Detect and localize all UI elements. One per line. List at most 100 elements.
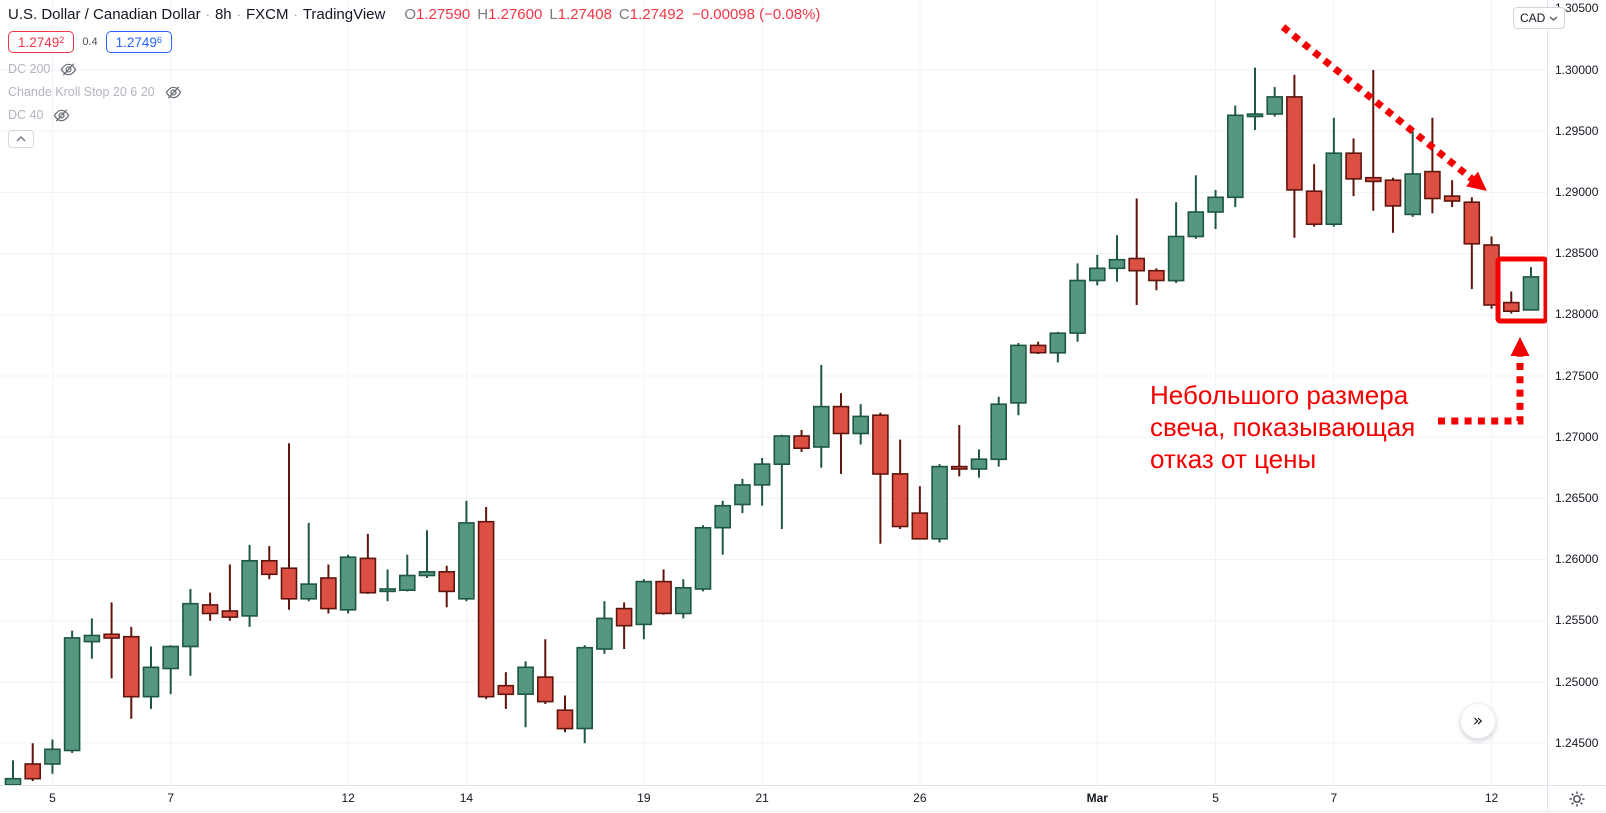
scroll-to-latest-button[interactable]: » (1460, 703, 1496, 739)
candle-body[interactable] (655, 580, 672, 615)
eye-off-icon[interactable] (165, 85, 182, 99)
candle-body[interactable] (1246, 113, 1264, 118)
candle-body[interactable] (182, 602, 199, 648)
candle-body[interactable] (24, 763, 42, 780)
eye-off-icon[interactable] (53, 108, 70, 122)
candle-body[interactable] (1128, 257, 1145, 272)
candle-body[interactable] (812, 405, 830, 448)
candle-body[interactable] (1522, 276, 1540, 311)
currency-dropdown[interactable]: CAD (1513, 7, 1566, 29)
candle-body[interactable] (1286, 96, 1303, 191)
candle-body[interactable] (714, 504, 732, 529)
candle-body[interactable] (477, 520, 495, 698)
candle-body[interactable] (1463, 201, 1481, 245)
candle-body[interactable] (694, 526, 712, 590)
indicator-legend-dc200[interactable]: DC 200 (8, 62, 77, 76)
candle-body[interactable] (379, 588, 396, 593)
pointer-dotted-arrow-drawing[interactable] (1438, 337, 1530, 425)
interval-label[interactable]: 8h (214, 6, 232, 23)
candle-body[interactable] (1365, 176, 1382, 183)
candle-body[interactable] (793, 435, 810, 449)
candle-body[interactable] (832, 405, 850, 435)
candle-body[interactable] (83, 634, 101, 643)
candle-body[interactable] (911, 512, 929, 540)
candle-body[interactable] (931, 465, 948, 540)
candle-body[interactable] (1325, 152, 1343, 225)
eye-off-icon[interactable] (60, 62, 77, 76)
candle-body[interactable] (103, 633, 120, 639)
symbol-title[interactable]: U.S. Dollar / Canadian Dollar (8, 6, 201, 23)
indicator-legend-dc40[interactable]: DC 40 (8, 108, 70, 122)
candle-body[interactable] (950, 465, 968, 470)
legend-collapse-button[interactable] (8, 130, 34, 148)
candle-body[interactable] (63, 637, 81, 752)
price-axis[interactable]: 1.30500 1.30000 1.29500 1.29000 1.28500 1.280… (1547, 0, 1606, 785)
candle-body[interactable] (1049, 332, 1067, 354)
candle-body[interactable] (1503, 301, 1520, 313)
candle-body[interactable] (1167, 235, 1185, 282)
annotation-text-drawing[interactable]: Небольшого размера свеча, показывающая о… (1150, 379, 1415, 475)
candle-body[interactable] (596, 617, 613, 650)
candle-body[interactable] (280, 567, 298, 600)
candle-body[interactable] (1029, 344, 1047, 354)
indicator-legend-chande-kroll[interactable]: Chande Kroll Stop 20 6 20 (8, 85, 182, 99)
downtrend-dotted-arrow-drawing[interactable] (1280, 24, 1487, 191)
candle-body[interactable] (536, 676, 554, 703)
gear-icon[interactable] (1569, 791, 1585, 807)
candle-body[interactable] (990, 403, 1008, 461)
candle-body[interactable] (1010, 344, 1027, 404)
candle-body[interactable] (221, 610, 239, 618)
candle-body[interactable] (1089, 267, 1106, 282)
candle-body[interactable] (320, 577, 337, 610)
candle-body[interactable] (300, 583, 318, 600)
sell-price-badge[interactable]: 1.2749 2 (8, 31, 75, 53)
candle-body[interactable] (576, 646, 594, 730)
candle-body[interactable] (260, 559, 278, 576)
candle-body[interactable] (615, 607, 633, 627)
candle-body[interactable] (359, 557, 377, 594)
candle-body[interactable] (1148, 269, 1165, 282)
platform-label[interactable]: TradingView (302, 6, 386, 23)
candle-body[interactable] (1187, 211, 1205, 238)
candle-body[interactable] (635, 580, 653, 626)
candle-body[interactable] (1424, 170, 1441, 200)
candles-series[interactable] (4, 67, 1540, 790)
candle-body[interactable] (4, 777, 22, 786)
highlight-box-drawing[interactable] (1495, 256, 1549, 324)
candle-body[interactable] (458, 522, 475, 600)
time-axis[interactable]: 5 7 12 14 19 21 26 Mar 5 7 12 (0, 785, 1547, 811)
candle-body[interactable] (438, 570, 456, 593)
candle-body[interactable] (753, 463, 771, 486)
candle-body[interactable] (1207, 196, 1224, 213)
candle-body[interactable] (556, 709, 574, 730)
candle-body[interactable] (734, 484, 751, 506)
candle-body[interactable] (852, 415, 870, 435)
candle-body[interactable] (162, 645, 179, 670)
candle-body[interactable] (1266, 96, 1283, 115)
candle-body[interactable] (773, 435, 791, 466)
candle-body[interactable] (497, 684, 515, 696)
candle-body[interactable] (674, 586, 692, 615)
candle-body[interactable] (418, 570, 436, 577)
candle-body[interactable] (1108, 258, 1126, 270)
candle-body[interactable] (142, 666, 160, 698)
candle-body[interactable] (872, 414, 889, 475)
candle-body[interactable] (1227, 114, 1244, 199)
candle-body[interactable] (1345, 152, 1362, 180)
candle-body[interactable] (1384, 179, 1402, 207)
candle-body[interactable] (1443, 195, 1461, 202)
candle-body[interactable] (201, 604, 219, 615)
candle-body[interactable] (398, 574, 416, 591)
candle-body[interactable] (44, 748, 61, 765)
candle-body[interactable] (517, 666, 534, 695)
exchange-label[interactable]: FXCM (245, 6, 289, 23)
candle-body[interactable] (1069, 279, 1086, 334)
candle-body[interactable] (1404, 173, 1421, 216)
buy-price-badge[interactable]: 1.2749 6 (105, 31, 172, 53)
candle-body[interactable] (891, 473, 909, 528)
candle-body[interactable] (970, 458, 988, 470)
candle-body[interactable] (123, 635, 140, 698)
candle-body[interactable] (1305, 190, 1323, 225)
axis-settings-corner[interactable] (1547, 785, 1606, 811)
